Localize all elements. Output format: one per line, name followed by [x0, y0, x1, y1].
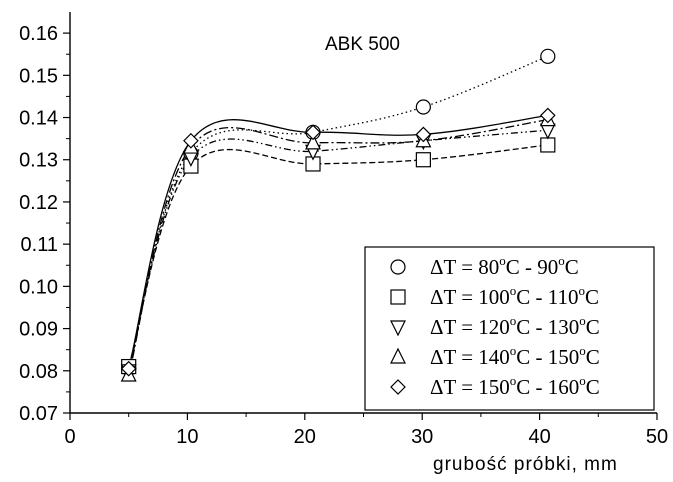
legend-marker-square	[390, 289, 406, 305]
legend: ΔT = 80oC - 90oC ΔT = 100oC - 110oC ΔT = 1…	[364, 246, 655, 411]
series-line-triangle-up	[128, 118, 548, 376]
data-point-circle	[540, 48, 556, 64]
y-tick-label: 0.16	[19, 23, 58, 45]
y-tick-label: 0.13	[19, 150, 58, 172]
data-point-diamond	[183, 132, 199, 149]
series-line-circle	[128, 55, 549, 369]
x-tick-label: 50	[646, 426, 668, 448]
y-tick-label: 0.11	[21, 234, 58, 256]
data-point-triangle-down	[539, 123, 556, 140]
y-axis: 0.07 0.08 0.09 0.10 0.11 0.12 0.13 0.14 0.15 0.16	[19, 23, 70, 425]
legend-entry-label: ΔT = 80oC - 90oC	[430, 253, 579, 279]
x-tick-label: 0	[64, 426, 75, 448]
legend-entry-label: ΔT = 100oC - 110oC	[430, 283, 599, 309]
data-point-diamond	[539, 107, 556, 124]
legend-entry-label: ΔT = 120oC - 130oC	[430, 313, 600, 339]
x-tick-label: 30	[411, 426, 433, 448]
y-tick-label: 0.10	[19, 276, 58, 298]
x-tick-label: 10	[176, 426, 198, 448]
y-tick-label: 0.08	[19, 361, 58, 383]
data-point-diamond	[415, 126, 432, 143]
legend-marker-triangle-down	[390, 320, 406, 337]
x-tick-label: 40	[528, 426, 550, 448]
y-tick-label: 0.15	[19, 65, 58, 87]
legend-entry-label: ΔT = 150oC - 160oC	[430, 373, 600, 399]
chart-title: ABK 500	[325, 34, 400, 55]
data-point-diamond	[120, 360, 137, 377]
data-point-triangle-up	[305, 133, 321, 150]
y-tick-label: 0.12	[19, 192, 58, 214]
x-axis: 0 10 20 30 40 50	[64, 413, 668, 448]
legend-marker-diamond	[390, 379, 406, 395]
series-line-diamond	[128, 114, 548, 369]
x-axis-label: grubość próbki, mm	[433, 454, 618, 475]
y-tick-label: 0.09	[19, 319, 58, 341]
legend-box	[364, 246, 655, 411]
series-curves	[128, 55, 549, 376]
data-point-square	[540, 137, 556, 153]
legend-marker-triangle-up	[390, 347, 406, 364]
y-tick-label: 0.14	[19, 108, 58, 130]
y-tick-label: 0.07	[19, 403, 58, 425]
data-point-circle	[415, 99, 431, 115]
series-line-triangle-down	[128, 129, 548, 371]
legend-entry-label: ΔT = 140oC - 150oC	[430, 343, 600, 369]
data-point-square	[415, 152, 431, 168]
data-point-diamond	[305, 124, 321, 141]
series-line-square	[128, 144, 548, 367]
series-markers	[120, 48, 556, 382]
legend-marker-circle	[390, 259, 406, 275]
x-tick-label: 20	[294, 426, 316, 448]
